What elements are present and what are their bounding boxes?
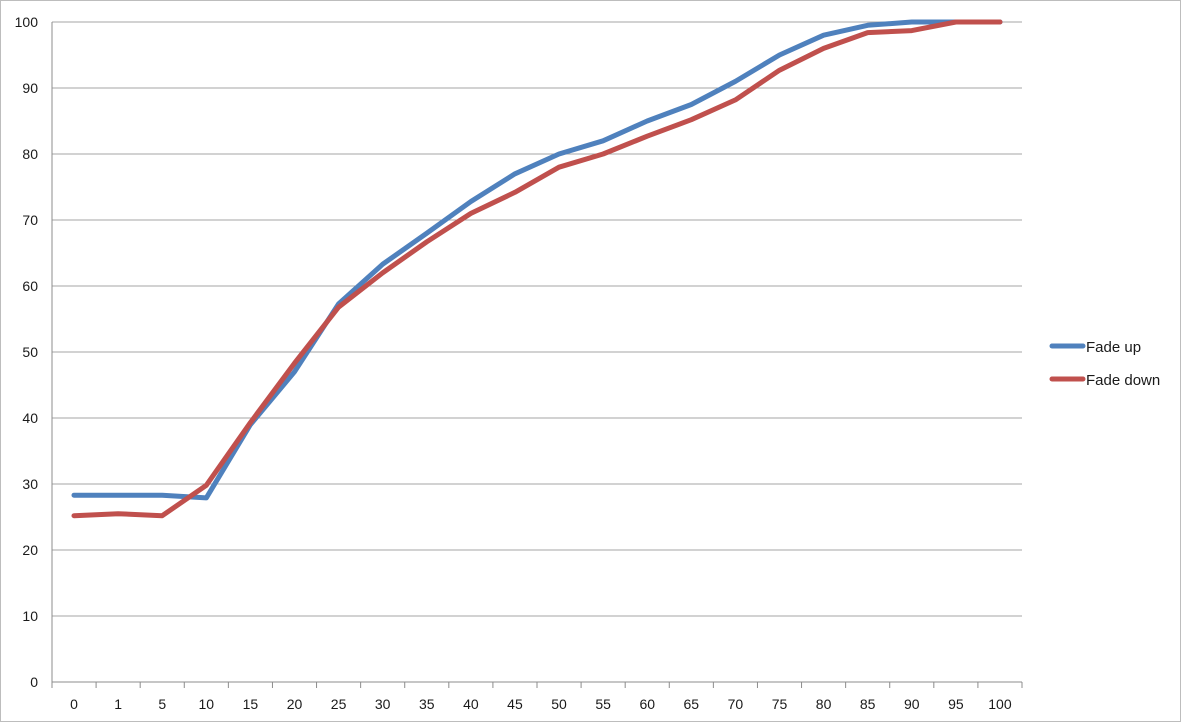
y-tick-label: 20 — [22, 542, 38, 558]
x-tick-label: 90 — [904, 696, 920, 712]
y-tick-label: 90 — [22, 80, 38, 96]
series-layer — [71, 19, 1003, 519]
legend-label-fade-down: Fade down — [1086, 372, 1160, 389]
x-tick-label: 30 — [375, 696, 391, 712]
series-line-fade-down — [71, 19, 1003, 519]
x-tick-label: 15 — [243, 696, 259, 712]
x-tick-label: 35 — [419, 696, 435, 712]
x-tick-label: 25 — [331, 696, 347, 712]
y-tick-label: 50 — [22, 344, 38, 360]
y-tick-label: 80 — [22, 146, 38, 162]
x-tick-label: 95 — [948, 696, 964, 712]
x-tick-label: 70 — [728, 696, 744, 712]
x-tick-label: 1 — [114, 696, 122, 712]
x-tick-label: 60 — [639, 696, 655, 712]
y-tick-label: 100 — [15, 14, 39, 30]
legend: Fade up Fade down — [1049, 339, 1160, 389]
x-tick-label: 75 — [772, 696, 788, 712]
x-tick-label: 55 — [595, 696, 611, 712]
y-tick-label: 30 — [22, 476, 38, 492]
grid-layer — [52, 21, 1022, 617]
legend-label-fade-up: Fade up — [1086, 339, 1141, 356]
x-tick-label: 65 — [684, 696, 700, 712]
y-tick-label: 70 — [22, 212, 38, 228]
x-tick-label: 10 — [199, 696, 215, 712]
x-tick-label: 5 — [158, 696, 166, 712]
x-tick-label: 85 — [860, 696, 876, 712]
x-tick-label: 20 — [287, 696, 303, 712]
series-line-fade-up — [71, 19, 1003, 501]
x-tick-label: 45 — [507, 696, 523, 712]
y-tick-label: 60 — [22, 278, 38, 294]
x-tick-label: 100 — [988, 696, 1012, 712]
y-tick-label: 0 — [30, 674, 38, 690]
x-tick-label: 50 — [551, 696, 567, 712]
x-tick-label: 40 — [463, 696, 479, 712]
x-tick-label: 0 — [70, 696, 78, 712]
y-tick-label: 10 — [22, 608, 38, 624]
x-tick-label: 80 — [816, 696, 832, 712]
y-tick-label: 40 — [22, 410, 38, 426]
